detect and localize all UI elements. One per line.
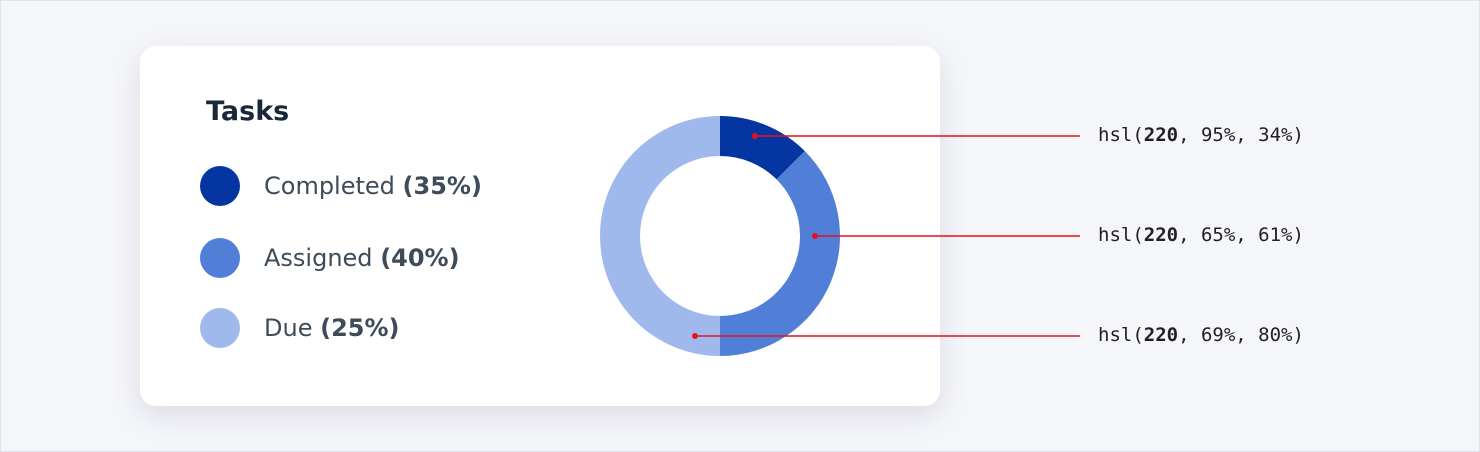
legend-label: Completed (35%)	[264, 172, 482, 200]
annotation-dot	[752, 133, 758, 139]
annotation-dot	[692, 333, 698, 339]
legend-swatch	[200, 308, 240, 348]
donut-segment-assigned	[720, 151, 841, 356]
card-title: Tasks	[206, 96, 290, 127]
annotation-label: hsl(220, 65%, 61%)	[1098, 224, 1304, 246]
legend-label: Assigned (40%)	[264, 244, 460, 272]
legend-percent: (40%)	[380, 244, 460, 272]
legend-percent: (35%)	[402, 172, 482, 200]
annotation-label: hsl(220, 95%, 34%)	[1098, 124, 1304, 146]
annotation-label: hsl(220, 69%, 80%)	[1098, 324, 1304, 346]
donut-segment-completed	[720, 116, 805, 180]
legend-item-completed: Completed (35%)	[200, 166, 482, 206]
legend-name: Completed	[264, 172, 395, 200]
donut-segment-due	[600, 116, 720, 356]
legend-swatch	[200, 238, 240, 278]
legend-swatch	[200, 166, 240, 206]
legend-item-due: Due (25%)	[200, 308, 400, 348]
legend-name: Due	[264, 314, 313, 342]
annotation-dot	[812, 233, 818, 239]
legend-name: Assigned	[264, 244, 373, 272]
legend-label: Due (25%)	[264, 314, 400, 342]
legend-item-assigned: Assigned (40%)	[200, 238, 460, 278]
legend-percent: (25%)	[320, 314, 400, 342]
